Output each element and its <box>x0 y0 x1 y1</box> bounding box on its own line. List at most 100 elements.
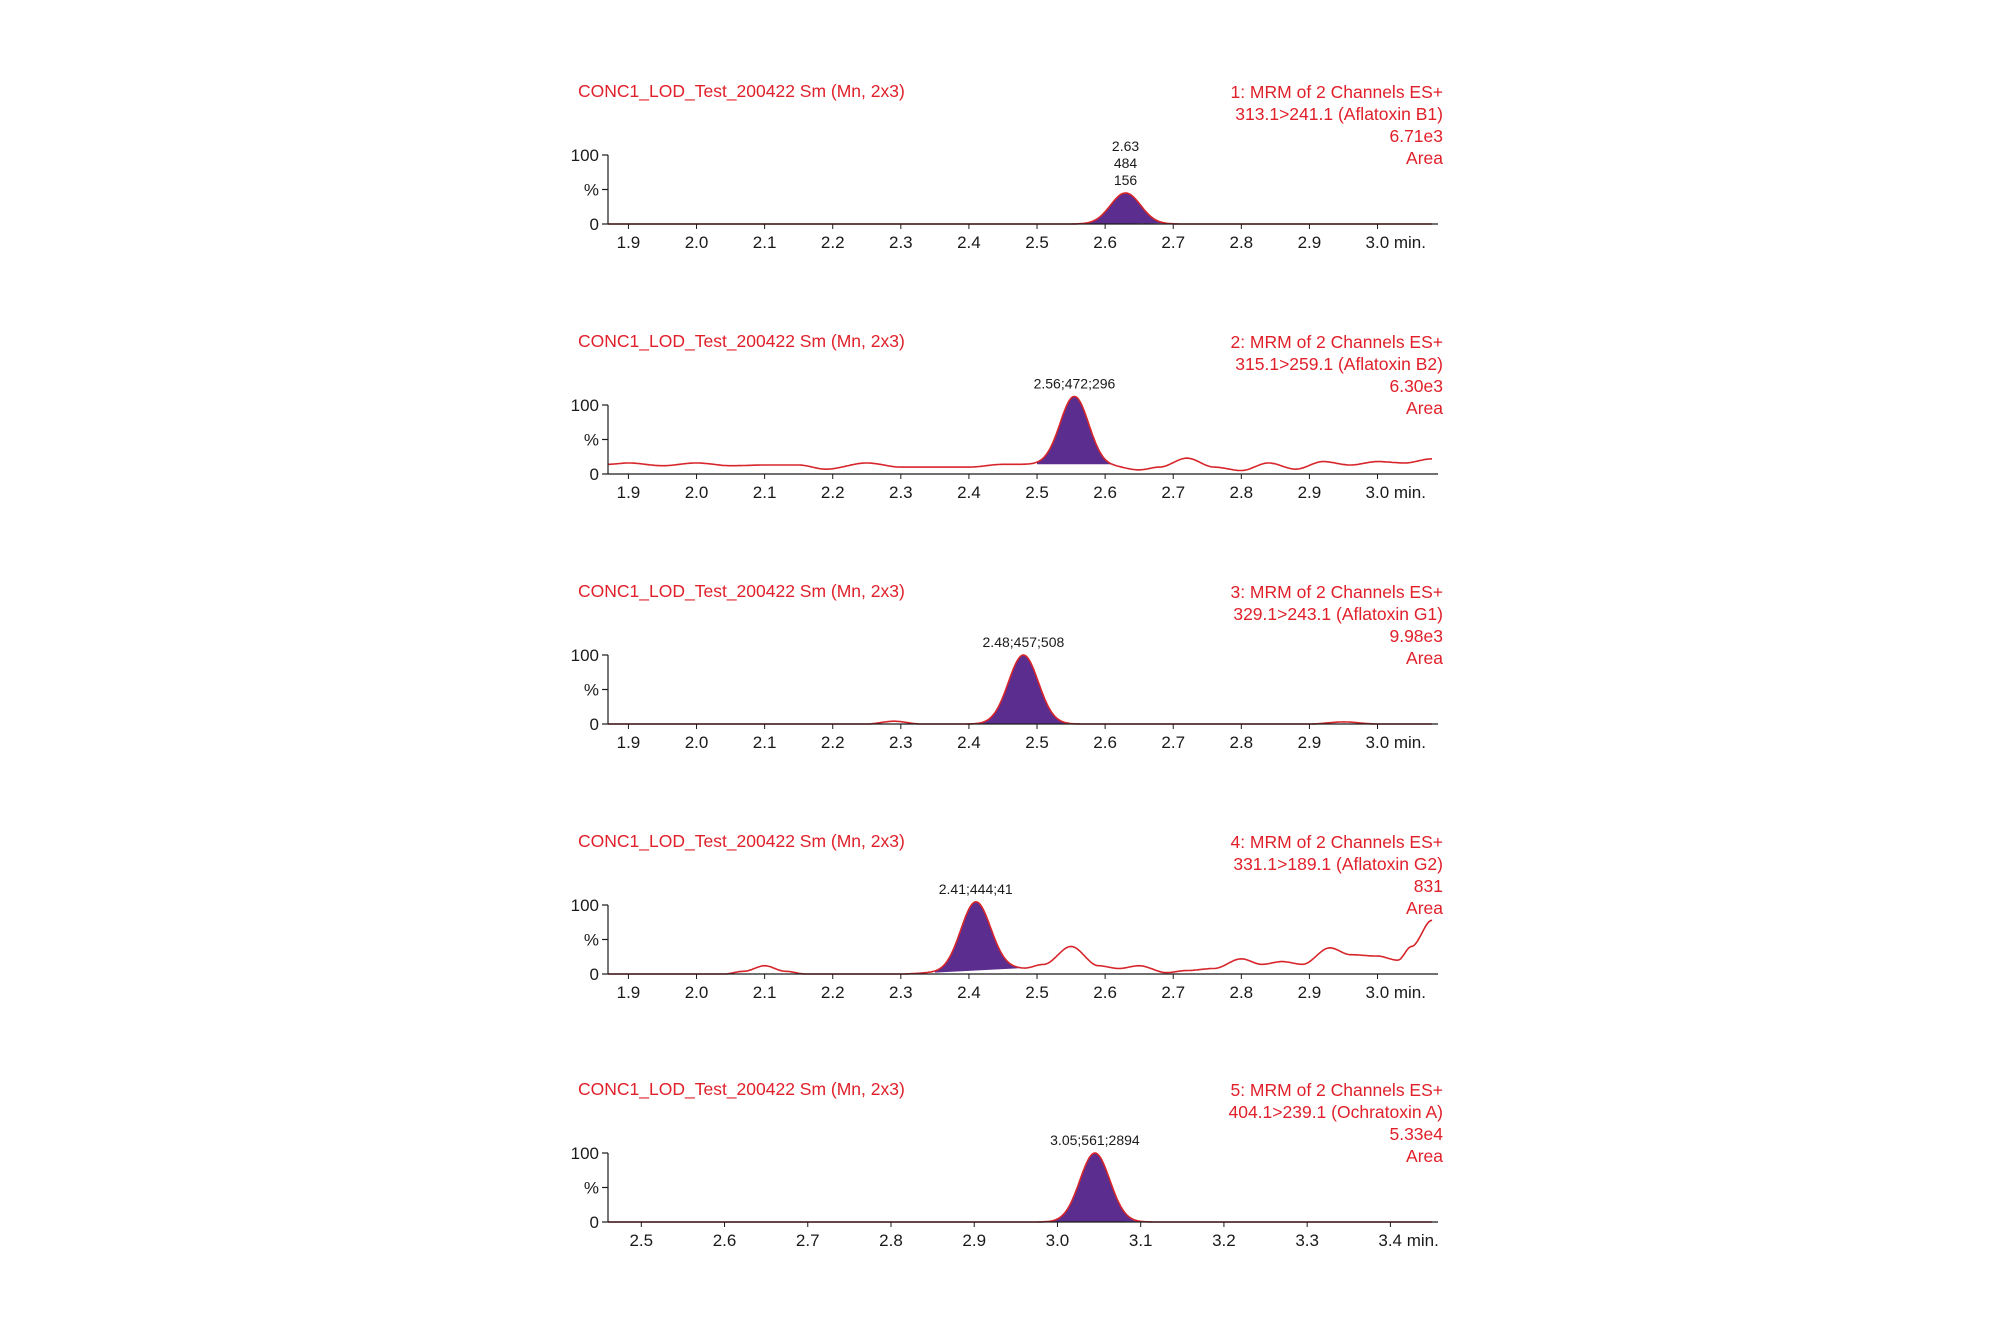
mrm-transition: 404.1>239.1 (Ochratoxin A) <box>1228 1102 1443 1122</box>
x-tick-label: 3.4 min. <box>1378 1231 1438 1250</box>
integrated-peak-area <box>982 655 1072 724</box>
x-tick-label: 2.7 <box>1161 983 1185 1002</box>
x-tick-label: 2.2 <box>821 233 845 252</box>
x-tick-label: 2.0 <box>685 483 709 502</box>
chromatogram-plot: 100% 0 2.5 2.6 2.7 2.8 2.9 3.0 3.1 3.2 3.3 3.4 min.… <box>571 1132 1439 1250</box>
x-tick-label: 2.1 <box>753 483 777 502</box>
max-intensity: 6.71e3 <box>1389 126 1443 146</box>
channel-function: 1: MRM of 2 Channels ES+ <box>1230 82 1443 102</box>
x-tick-label: 2.7 <box>796 1231 820 1250</box>
chromatogram-panel: CONC1_LOD_Test_200422 Sm (Mn, 2x3) 1: MRM… <box>0 67 2000 317</box>
channel-info: 2: MRM of 2 Channels ES+ 315.1>259.1 (Afl… <box>1083 331 1443 419</box>
chromatogram-plot: 100% 0 1.9 2.0 2.1 2.2 2.3 2.4 2.5 2.6 2.7 2.8 2.9 3.… <box>571 138 1438 252</box>
x-tick-label: 2.9 <box>1298 233 1322 252</box>
peak-annotation: 2.48;457;508 <box>983 634 1065 650</box>
x-tick-label: 2.5 <box>629 1231 653 1250</box>
x-tick-label: 2.3 <box>889 233 913 252</box>
channel-info: 1: MRM of 2 Channels ES+ 313.1>241.1 (Afl… <box>1083 81 1443 169</box>
y-tick-label: % <box>584 681 599 700</box>
peak-annotation: 2.63 <box>1112 138 1139 154</box>
max-intensity: 6.30e3 <box>1389 376 1443 396</box>
x-tick-label: 2.7 <box>1161 733 1185 752</box>
x-tick-label: 2.6 <box>1093 483 1117 502</box>
chromatogram-trace <box>608 1152 1432 1223</box>
channel-function: 4: MRM of 2 Channels ES+ <box>1230 832 1443 852</box>
x-tick-label: 2.1 <box>753 233 777 252</box>
chromatogram-panel: CONC1_LOD_Test_200422 Sm (Mn, 2x3) 5: MRM… <box>0 1065 2000 1315</box>
y-tick-label: 100 <box>571 646 599 665</box>
peak-annotation: 2.41;444;41 <box>939 881 1013 897</box>
x-tick-label: 2.6 <box>1093 733 1117 752</box>
max-intensity: 5.33e4 <box>1389 1124 1443 1144</box>
x-tick-label: 2.1 <box>753 733 777 752</box>
integrated-peak-area <box>934 901 1024 973</box>
chromatogram-panel: CONC1_LOD_Test_200422 Sm (Mn, 2x3) 2: MRM… <box>0 317 2000 567</box>
max-intensity: 9.98e3 <box>1389 626 1443 646</box>
y-tick-label: 0 <box>590 965 599 984</box>
x-tick-label: 3.2 <box>1212 1231 1236 1250</box>
chromatogram-trace <box>608 192 1432 225</box>
integration-mode: Area <box>1406 898 1443 918</box>
mrm-transition: 315.1>259.1 (Aflatoxin B2) <box>1235 354 1443 374</box>
x-tick-label: 2.9 <box>962 1231 986 1250</box>
y-tick-label: % <box>584 1179 599 1198</box>
sample-name: CONC1_LOD_Test_200422 Sm (Mn, 2x3) <box>578 831 905 851</box>
channel-function: 2: MRM of 2 Channels ES+ <box>1230 332 1443 352</box>
y-tick-label: 0 <box>590 215 599 234</box>
x-tick-label: 1.9 <box>617 733 641 752</box>
chromatogram-panel: CONC1_LOD_Test_200422 Sm (Mn, 2x3) 4: MRM… <box>0 817 2000 1067</box>
y-tick-label: % <box>584 931 599 950</box>
peak-annotation: 484 <box>1114 155 1138 171</box>
x-tick-label: 2.4 <box>957 983 981 1002</box>
mrm-transition: 331.1>189.1 (Aflatoxin G2) <box>1233 854 1443 874</box>
sample-name: CONC1_LOD_Test_200422 Sm (Mn, 2x3) <box>578 581 905 601</box>
channel-info: 5: MRM of 2 Channels ES+ 404.1>239.1 (Och… <box>1083 1079 1443 1167</box>
sample-name: CONC1_LOD_Test_200422 Sm (Mn, 2x3) <box>578 81 905 101</box>
x-tick-label: 2.9 <box>1298 733 1322 752</box>
x-tick-label: 3.0 min. <box>1366 233 1426 252</box>
integrated-peak-area <box>1049 1153 1141 1222</box>
channel-info: 4: MRM of 2 Channels ES+ 331.1>189.1 (Afl… <box>1083 831 1443 919</box>
y-tick-label: 0 <box>590 715 599 734</box>
x-tick-label: 2.9 <box>1298 983 1322 1002</box>
x-tick-label: 2.0 <box>685 233 709 252</box>
x-tick-label: 3.0 min. <box>1366 733 1426 752</box>
x-tick-label: 2.2 <box>821 733 845 752</box>
peak-annotation: 156 <box>1114 172 1138 188</box>
x-tick-label: 2.2 <box>821 483 845 502</box>
integrated-peak-area <box>1088 193 1167 224</box>
mrm-transition: 313.1>241.1 (Aflatoxin B1) <box>1235 104 1443 124</box>
integrated-peak-area <box>1037 396 1112 465</box>
channel-info: 3: MRM of 2 Channels ES+ 329.1>243.1 (Afl… <box>1083 581 1443 669</box>
x-tick-label: 2.3 <box>889 733 913 752</box>
integration-mode: Area <box>1406 148 1443 168</box>
integration-mode: Area <box>1406 398 1443 418</box>
x-tick-label: 3.1 <box>1129 1231 1153 1250</box>
x-tick-label: 2.3 <box>889 983 913 1002</box>
x-tick-label: 1.9 <box>617 983 641 1002</box>
x-tick-label: 2.6 <box>713 1231 737 1250</box>
x-tick-label: 2.5 <box>1025 483 1049 502</box>
x-tick-label: 2.4 <box>957 233 981 252</box>
x-tick-label: 2.4 <box>957 733 981 752</box>
y-tick-label: % <box>584 181 599 200</box>
x-tick-label: 2.8 <box>1230 733 1254 752</box>
x-tick-label: 2.9 <box>1298 483 1322 502</box>
x-tick-label: 2.4 <box>957 483 981 502</box>
x-tick-label: 2.5 <box>1025 983 1049 1002</box>
x-tick-label: 3.0 min. <box>1366 983 1426 1002</box>
x-tick-label: 2.7 <box>1161 483 1185 502</box>
peak-annotation: 2.56;472;296 <box>1034 375 1116 391</box>
x-tick-label: 3.0 min. <box>1366 483 1426 502</box>
y-tick-label: 100 <box>571 1144 599 1163</box>
sample-name: CONC1_LOD_Test_200422 Sm (Mn, 2x3) <box>578 1079 905 1099</box>
x-tick-label: 1.9 <box>617 233 641 252</box>
y-tick-label: 100 <box>571 396 599 415</box>
x-tick-label: 2.0 <box>685 983 709 1002</box>
x-tick-label: 2.1 <box>753 983 777 1002</box>
integration-mode: Area <box>1406 1146 1443 1166</box>
x-tick-label: 2.8 <box>879 1231 903 1250</box>
x-tick-label: 2.6 <box>1093 983 1117 1002</box>
peak-annotation: 3.05;561;2894 <box>1050 1132 1140 1148</box>
